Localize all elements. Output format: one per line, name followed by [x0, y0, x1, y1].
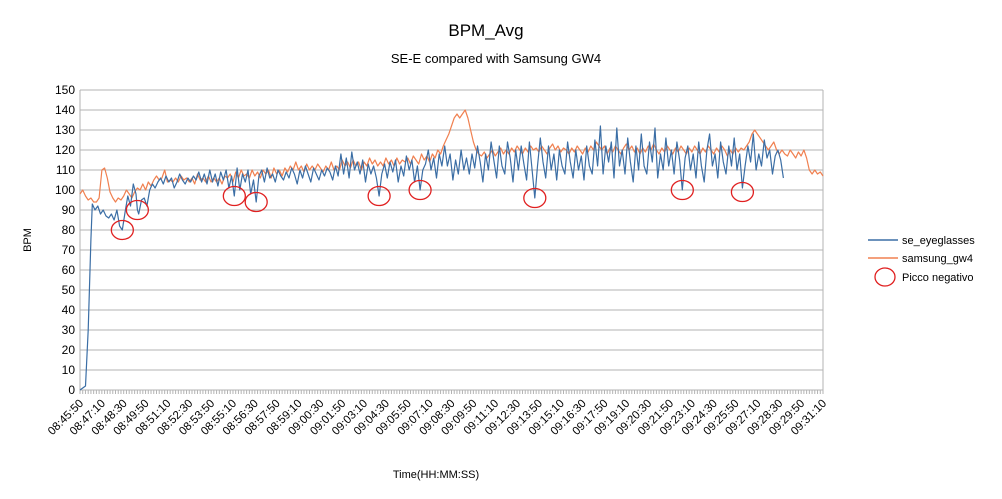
series-line-se-eyeglasses	[79, 125, 784, 391]
chart-subtitle: SE-E compared with Samsung GW4	[391, 51, 601, 66]
series-line-samsung-gw4	[79, 109, 824, 203]
negative-peak-marker	[244, 191, 268, 213]
y-tick-label: 70	[62, 243, 76, 257]
y-tick-label: 20	[62, 343, 76, 357]
x-axis-ticks: 08:45:5008:47:1008:48:3008:49:5008:51:10…	[46, 390, 829, 438]
y-tick-label: 150	[55, 83, 75, 97]
y-tick-label: 100	[55, 183, 75, 197]
annotations-layer	[110, 179, 755, 241]
chart-title: BPM_Avg	[448, 21, 523, 40]
negative-peak-marker	[110, 219, 134, 241]
y-tick-label: 140	[55, 103, 75, 117]
y-tick-label: 50	[62, 283, 76, 297]
y-tick-label: 90	[62, 203, 76, 217]
legend-label-samsung-gw4: samsung_gw4	[902, 253, 973, 265]
y-tick-label: 110	[56, 163, 75, 177]
negative-peak-marker	[730, 181, 755, 203]
y-tick-label: 80	[62, 223, 76, 237]
negative-peak-marker	[408, 179, 432, 201]
grid	[79, 89, 824, 391]
legend-swatch-picco-negativo	[874, 267, 896, 287]
negative-peak-marker	[222, 185, 246, 207]
y-axis-ticks: 0 10 20 30 40 50 60 70 80 90 100 110 120 130 140 150	[55, 83, 75, 397]
y-tick-label: 60	[62, 263, 76, 277]
legend-label-se-eyeglasses: se_eyeglasses	[902, 235, 975, 247]
y-tick-label: 0	[68, 383, 75, 397]
negative-peak-marker	[125, 199, 150, 221]
y-axis-label: BPM	[22, 228, 34, 252]
y-tick-label: 130	[55, 123, 75, 137]
negative-peak-marker	[367, 185, 391, 207]
y-tick-label: 10	[62, 363, 76, 377]
series-layer	[79, 109, 824, 391]
x-axis-label: Time(HH:MM:SS)	[393, 469, 479, 481]
y-tick-label: 30	[62, 323, 76, 337]
legend: se_eyeglasses samsung_gw4 Picco negativo	[868, 235, 975, 287]
y-tick-label: 40	[62, 303, 76, 317]
negative-peak-marker	[523, 187, 547, 209]
legend-label-picco-negativo: Picco negativo	[902, 272, 974, 284]
negative-peak-marker	[670, 179, 694, 201]
y-tick-label: 120	[55, 143, 75, 157]
